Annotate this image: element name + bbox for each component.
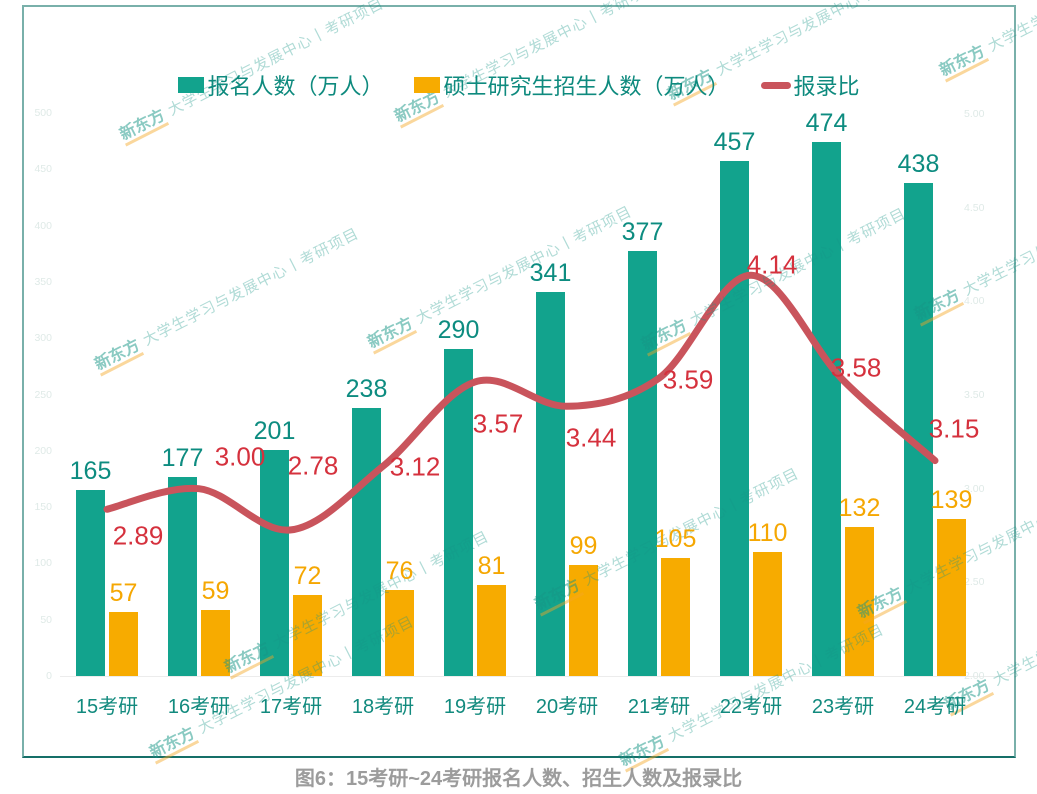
admissions-value-label: 99 <box>569 531 598 560</box>
admissions-value-label: 105 <box>654 524 697 553</box>
applicants-bar-0 <box>76 490 105 676</box>
admissions-value-label: 59 <box>201 576 230 605</box>
admissions-bar-3 <box>385 590 414 676</box>
x-axis-label-7: 22考研 <box>719 696 783 718</box>
x-axis-label-2: 17考研 <box>259 696 323 718</box>
applicants-value-label: 165 <box>69 457 112 486</box>
ratio-value-label: 3.00 <box>214 441 266 472</box>
admissions-bar-9 <box>937 519 966 676</box>
legend-item-1: 硕士研究生招生人数（万人） <box>414 69 730 101</box>
applicants-bar-3 <box>352 408 381 676</box>
ratio-value-label: 2.89 <box>112 520 164 551</box>
applicants-value-label: 238 <box>345 375 388 403</box>
admissions-bar-5 <box>569 564 598 676</box>
ratio-value-label: 2.78 <box>287 450 339 481</box>
x-axis-label-6: 21考研 <box>627 696 691 718</box>
legend-label: 硕士研究生招生人数（万人） <box>443 74 730 99</box>
y-axis-tick-left: 350 <box>34 275 52 288</box>
admissions-value-label: 139 <box>930 486 973 515</box>
legend-label: 报录比 <box>793 74 860 99</box>
admissions-bar-7 <box>753 552 782 676</box>
applicants-bar-6 <box>628 251 657 676</box>
ratio-value-label: 3.59 <box>662 364 714 395</box>
y-axis-tick-left: 400 <box>34 219 52 232</box>
admissions-value-label: 81 <box>477 551 506 580</box>
x-axis-line <box>60 676 1010 677</box>
admissions-value-label: 132 <box>838 494 881 523</box>
y-axis-tick-right: 5.00 <box>964 108 985 121</box>
legend-item-2: 报录比 <box>760 69 860 101</box>
applicants-value-label: 474 <box>805 109 848 138</box>
ratio-value-label: 4.14 <box>746 249 798 280</box>
ratio-value-label: 3.12 <box>389 451 441 482</box>
applicants-bar-5 <box>536 292 565 676</box>
x-axis-label-8: 23考研 <box>811 696 875 718</box>
applicants-bar-7 <box>720 161 749 676</box>
admissions-bar-6 <box>661 557 690 676</box>
ratio-value-label: 3.44 <box>565 422 617 453</box>
applicants-value-label: 438 <box>897 149 940 178</box>
y-axis-tick-right: 2.50 <box>964 576 985 589</box>
admissions-bar-4 <box>477 584 506 676</box>
x-axis-label-3: 18考研 <box>351 696 415 718</box>
admissions-value-label: 110 <box>747 519 788 548</box>
y-axis-tick-left: 250 <box>34 388 52 401</box>
y-axis-tick-left: 100 <box>34 557 52 570</box>
x-axis-label-9: 24考研 <box>903 696 967 718</box>
admissions-value-label: 76 <box>385 557 414 586</box>
admissions-bar-8 <box>845 527 874 676</box>
y-axis-tick-left: 200 <box>34 444 52 457</box>
admissions-bar-0 <box>109 611 138 676</box>
applicants-value-label: 377 <box>621 218 664 247</box>
y-axis-tick-right: 4.00 <box>964 295 985 308</box>
admissions-value-label: 57 <box>109 578 138 607</box>
ratio-value-label: 3.57 <box>472 408 524 439</box>
y-axis-tick-right: 3.50 <box>964 389 985 402</box>
chart-legend: 报名人数（万人） 硕士研究生招生人数（万人） 报录比 <box>22 68 1016 102</box>
legend-line-marker-icon <box>760 81 791 89</box>
y-axis-tick-left: 0 <box>46 670 52 682</box>
applicants-value-label: 290 <box>437 316 480 345</box>
applicants-bar-2 <box>260 449 289 676</box>
y-axis-tick-left: 500 <box>34 107 52 119</box>
y-axis-tick-right: 4.50 <box>964 201 985 214</box>
figure-caption: 图6：15考研~24考研报名人数、招生人数及报录比 <box>294 768 743 790</box>
applicants-value-label: 177 <box>161 443 204 472</box>
admissions-bar-1 <box>201 609 230 676</box>
legend-item-0: 报名人数（万人） <box>178 69 383 101</box>
y-axis-tick-left: 150 <box>34 501 52 514</box>
x-axis-label-4: 19考研 <box>443 696 507 718</box>
x-axis-label-1: 16考研 <box>167 696 231 718</box>
applicants-bar-4 <box>444 349 473 676</box>
legend-label: 报名人数（万人） <box>207 74 384 99</box>
applicants-value-label: 457 <box>713 128 756 157</box>
y-axis-tick-left: 450 <box>34 163 52 176</box>
y-axis-tick-left: 50 <box>40 613 52 626</box>
legend-square-marker-icon <box>414 77 441 93</box>
x-axis-label-5: 20考研 <box>535 696 599 718</box>
admissions-value-label: 72 <box>293 561 322 590</box>
y-axis-tick-left: 300 <box>34 332 52 345</box>
admissions-bar-2 <box>293 594 322 676</box>
applicants-bar-1 <box>168 476 197 676</box>
x-axis-label-0: 15考研 <box>75 696 139 718</box>
y-axis-tick-right: 3.00 <box>964 482 985 495</box>
legend-square-marker-icon <box>178 77 205 93</box>
ratio-value-label: 3.58 <box>830 352 882 383</box>
y-axis-tick-right: 2.00 <box>964 670 985 682</box>
applicants-value-label: 341 <box>529 259 572 288</box>
applicants-bar-8 <box>812 142 841 676</box>
ratio-value-label: 3.15 <box>928 413 980 444</box>
